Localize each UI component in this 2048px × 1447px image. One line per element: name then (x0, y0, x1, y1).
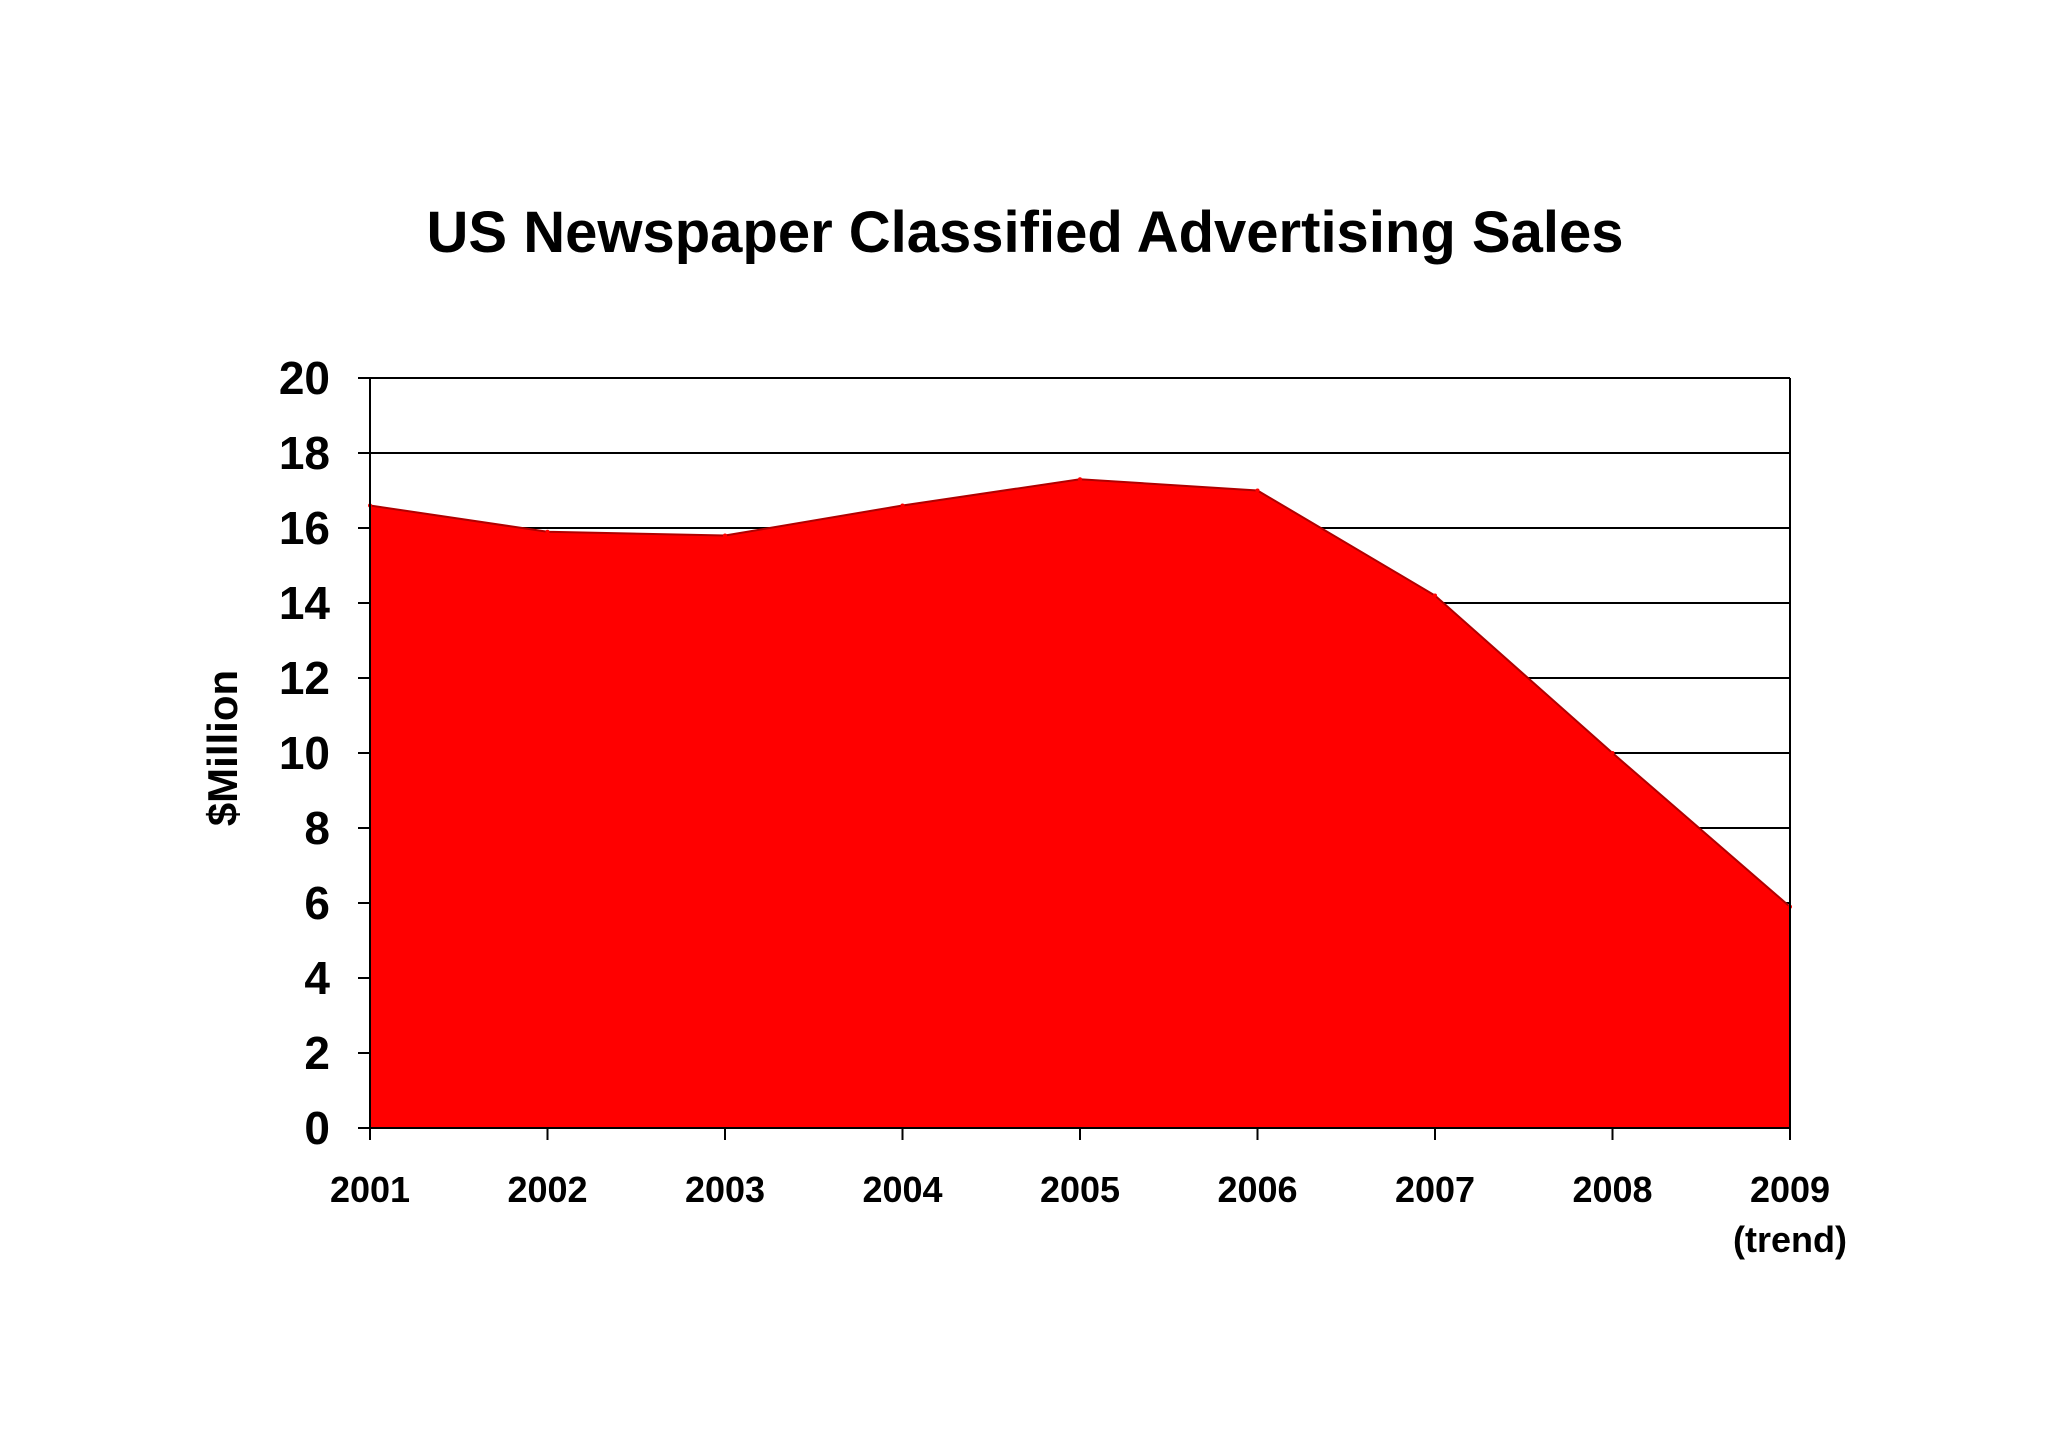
x-tick-label: 2005 (1040, 1169, 1120, 1210)
y-tick-label: 18 (279, 427, 330, 479)
data-point (1610, 751, 1615, 755)
x-tick-sublabel: (trend) (1733, 1219, 1847, 1260)
area-series (368, 477, 1792, 1128)
y-tick-label: 12 (279, 652, 330, 704)
x-tick-label: 2006 (1217, 1169, 1297, 1210)
data-point (723, 533, 727, 538)
area-fill (370, 479, 1790, 1128)
y-tick-labels: 0 2 4 6 8 10 12 14 16 18 20 (279, 352, 331, 1154)
x-tick-label: 2008 (1572, 1169, 1652, 1210)
y-tick-label: 0 (304, 1102, 330, 1154)
y-tick-label: 8 (304, 802, 330, 854)
x-tick-label: 2001 (330, 1169, 410, 1210)
y-tick-label: 14 (279, 577, 331, 629)
y-tick-label: 10 (279, 727, 330, 779)
x-tick-labels: 2001 2002 2003 2004 2005 2006 2007 2008 2009 (tre… (330, 1169, 1847, 1260)
x-tick-label: 2003 (685, 1169, 765, 1210)
data-point (1255, 488, 1260, 493)
x-tick-label: 2002 (507, 1169, 587, 1210)
data-point (545, 529, 550, 534)
y-tick-label: 16 (279, 502, 330, 554)
y-axis-label: $Million (199, 670, 246, 826)
y-tick-label: 20 (279, 352, 330, 404)
data-point (900, 503, 905, 508)
x-tick-label: 2007 (1395, 1169, 1475, 1210)
y-tick-label: 4 (304, 952, 330, 1004)
data-point (1078, 477, 1082, 482)
y-tick-label: 6 (304, 877, 330, 929)
chart-title: US Newspaper Classified Advertising Sale… (427, 200, 1624, 265)
axes (358, 377, 1791, 1140)
data-point (1433, 593, 1437, 598)
x-tick-label: 2009 (1750, 1169, 1830, 1210)
x-tick-label: 2004 (862, 1169, 942, 1210)
y-tick-label: 2 (304, 1027, 330, 1079)
